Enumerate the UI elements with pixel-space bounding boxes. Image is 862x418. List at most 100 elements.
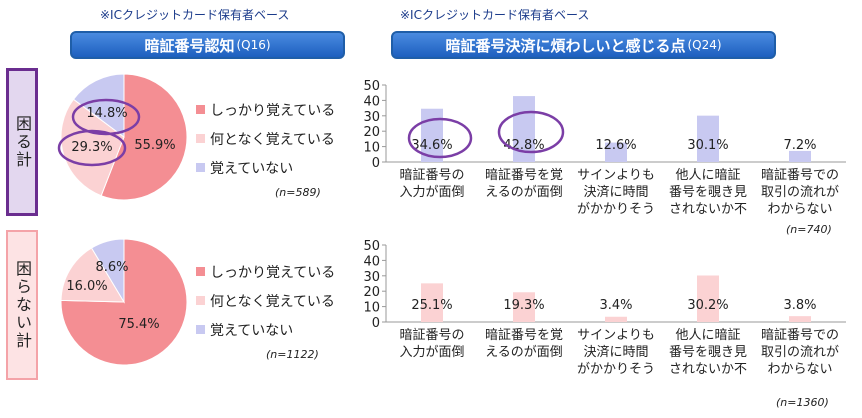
group-label-top-text: 困る計 [13, 115, 32, 169]
legend-swatch [196, 325, 205, 334]
legend-item: しっかり覚えている [196, 95, 335, 124]
bar-top-category-label-1: えるのが面倒 [485, 185, 563, 200]
bar-bottom-bar-value-3: 30.2% [687, 298, 728, 313]
bar-section-title: 暗証番号決済に煩わしいと感じる点 [445, 36, 686, 55]
bar-top-bar-value-0: 34.6% [411, 138, 452, 153]
legend-swatch [196, 296, 205, 305]
highlight-circle [71, 98, 141, 136]
bar-bottom-category-label-3: 他人に暗証 [675, 328, 740, 343]
pie-legend-bottom: しっかり覚えている 何となく覚えている 覚えていない [196, 257, 335, 344]
legend-label: しっかり覚えている [210, 264, 336, 281]
bar-bottom-bar-value-4: 3.8% [783, 298, 816, 313]
pie-top-slice-2 [72, 73, 125, 138]
legend-item: 何となく覚えている [196, 124, 335, 153]
bar-top-y-tick-label: 0 [372, 156, 380, 171]
bar-bottom-category-label-4: 取引の流れが [761, 345, 839, 360]
bar-top-bar-4 [789, 150, 811, 162]
bar-top-y-tick-label: 20 [363, 125, 380, 140]
base-note-right: ※ICクレジットカード保有者ベース [400, 8, 590, 22]
bar-top-y-tick-label: 30 [363, 110, 380, 125]
bar-bottom-category-label-0: 暗証番号の [399, 328, 464, 343]
legend-label: 覚えていない [210, 322, 294, 339]
bar-bottom-y-tick-label: 40 [363, 254, 380, 269]
group-label-bottom: 困らない計 [6, 230, 38, 380]
legend-swatch [196, 163, 205, 172]
pie-bottom-slice-label-2: 8.6% [95, 260, 128, 275]
bar-top-bar-value-2: 12.6% [595, 138, 636, 153]
bar-top-category-label-0: 入力が面倒 [399, 185, 464, 200]
bar-top-category-label-1: 暗証番号を覚 [485, 168, 563, 183]
pie-bottom-slice-0 [60, 238, 188, 366]
bar-bottom-category-label-2: がかかりそう [577, 362, 655, 377]
pie-legend-top: しっかり覚えている 何となく覚えている 覚えていない [196, 95, 335, 182]
bar-bottom-category-label-1: 暗証番号を覚 [485, 328, 563, 343]
legend-item: 何となく覚えている [196, 286, 335, 315]
base-note-left: ※ICクレジットカード保有者ベース [100, 8, 290, 22]
pie-top-slice-label-2: 14.8% [86, 106, 127, 121]
bar-bottom-category-label-4: わからない [767, 362, 832, 377]
pie-top-slice-label-0: 55.9% [134, 138, 175, 153]
bar-top-category-label-4: 暗証番号での [761, 168, 839, 183]
bar-top-category-label-3: 他人に暗証 [675, 168, 740, 183]
highlight-circle [57, 129, 127, 167]
pie-top-slice-label-1: 29.3% [71, 140, 112, 155]
bar-bottom-bar-0 [421, 283, 443, 322]
bar-top-category-label-2: サインよりも [577, 168, 655, 183]
bar-bottom-category-label-3: 番号を覗き見 [669, 345, 747, 360]
bar-bottom-category-label-2: 決済に時間 [583, 344, 648, 360]
bar-top-bar-value-4: 7.2% [783, 138, 816, 153]
pie-bottom-slice-2 [90, 238, 125, 304]
bar-top-category-label-4: 取引の流れが [761, 185, 839, 200]
group-label-bottom-text: 困らない計 [13, 260, 32, 350]
legend-label: しっかり覚えている [210, 102, 336, 119]
bar-bottom-category-label-0: 入力が面倒 [399, 345, 464, 360]
legend-label: 覚えていない [210, 160, 294, 177]
legend-swatch [196, 105, 205, 114]
bar-top-category-label-3: されないか不 [669, 202, 747, 217]
bar-top-category-label-2: がかかりそう [577, 202, 655, 217]
bar-bottom-y-tick-label: 30 [363, 270, 380, 285]
bar-top-bar-3 [697, 115, 719, 162]
bar-section-question: (Q24) [687, 38, 722, 52]
bar-bottom-bar-value-1: 19.3% [503, 298, 544, 313]
bar-top-sample-size: (n=740) [786, 223, 832, 236]
bar-top-category-label-2: 決済に時間 [583, 184, 648, 200]
bar-bottom-bar-3 [697, 275, 719, 322]
bar-bottom-bar-4 [789, 316, 811, 322]
highlight-circle [497, 110, 565, 154]
bar-top-y-tick-label: 10 [363, 141, 380, 156]
legend-swatch [196, 267, 205, 276]
bar-top-category-label-0: 暗証番号の [399, 168, 464, 183]
pie-top-sample-size: (n=589) [275, 186, 321, 199]
bar-bottom-y-tick-label: 20 [363, 285, 380, 300]
bar-top-category-label-3: 番号を覗き見 [669, 185, 747, 200]
bar-top-bar-value-3: 30.1% [687, 138, 728, 153]
pie-bottom-slice-label-1: 16.0% [66, 279, 107, 294]
highlight-circle [407, 117, 473, 159]
legend-label: 何となく覚えている [210, 131, 335, 148]
legend-item: しっかり覚えている [196, 257, 335, 286]
pie-section-title: 暗証番号認知 [144, 36, 235, 55]
pie-top-slice-0 [100, 73, 188, 201]
pie-section-question: (Q16) [236, 38, 271, 52]
bar-bottom-y-tick-label: 50 [363, 239, 380, 254]
bar-bottom-category-label-2: サインよりも [577, 328, 655, 343]
bar-bottom-bar-value-0: 25.1% [411, 298, 452, 313]
pie-section-header: 暗証番号認知 (Q16) [70, 31, 345, 59]
bar-bottom-bar-1 [513, 292, 535, 322]
bar-top-y-tick-label: 50 [363, 79, 380, 94]
pie-bottom-sample-size: (n=1122) [266, 348, 319, 361]
legend-item: 覚えていない [196, 153, 335, 182]
bar-bottom-category-label-3: されないか不 [669, 362, 747, 377]
bar-section-header: 暗証番号決済に煩わしいと感じる点 (Q24) [391, 31, 776, 59]
group-label-top: 困る計 [6, 68, 38, 216]
bar-top-bar-2 [605, 142, 627, 162]
bar-bottom-y-tick-label: 0 [372, 316, 380, 331]
bar-bottom-sample-size: (n=1360) [776, 396, 829, 409]
bar-bottom-category-label-1: えるのが面倒 [485, 345, 563, 360]
bar-bottom-category-label-4: 暗証番号での [761, 328, 839, 343]
legend-swatch [196, 134, 205, 143]
bar-bottom-bar-value-2: 3.4% [599, 298, 632, 313]
pie-bottom-slice-label-0: 75.4% [118, 317, 159, 332]
bar-top-y-tick-label: 40 [363, 94, 380, 109]
